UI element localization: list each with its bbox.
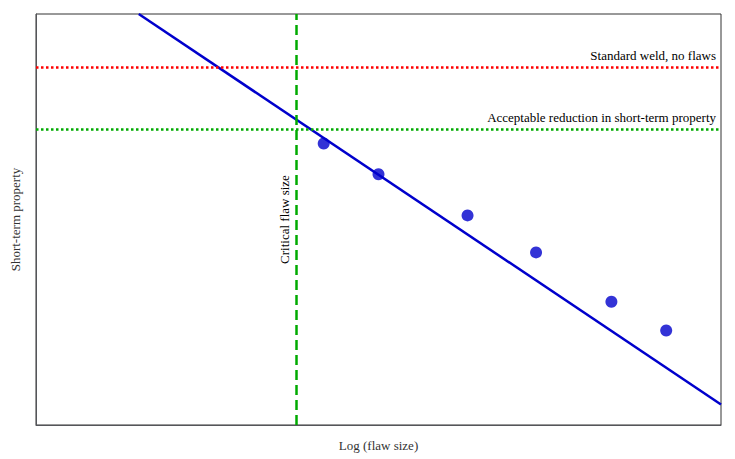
svg-text:Critical flaw size: Critical flaw size <box>277 175 292 264</box>
svg-text:Log (flaw size): Log (flaw size) <box>339 438 418 453</box>
svg-text:Acceptable reduction in short-: Acceptable reduction in short-term prope… <box>487 110 716 125</box>
svg-text:Short-term property: Short-term property <box>8 167 23 271</box>
svg-text:Standard weld, no flaws: Standard weld, no flaws <box>590 48 716 63</box>
